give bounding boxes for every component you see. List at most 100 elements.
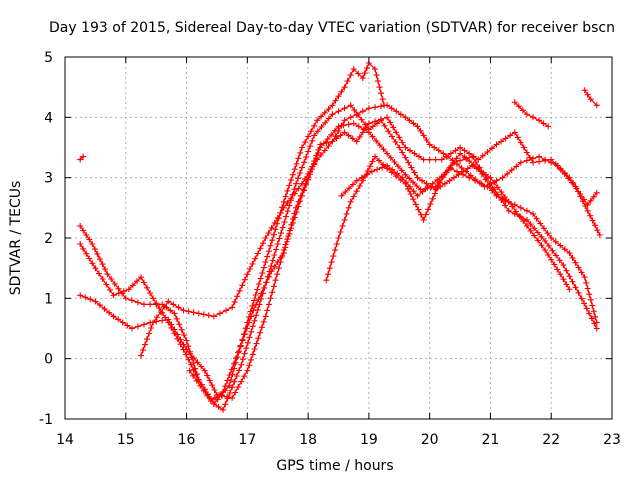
data-point bbox=[157, 308, 164, 315]
data-point bbox=[560, 276, 567, 283]
data-point bbox=[328, 131, 335, 138]
data-point bbox=[406, 147, 413, 154]
data-point bbox=[280, 204, 287, 211]
data-point bbox=[269, 257, 276, 264]
data-point bbox=[514, 134, 521, 141]
data-point bbox=[588, 315, 595, 322]
data-point bbox=[542, 247, 549, 254]
data-point bbox=[207, 397, 214, 404]
data-point bbox=[255, 296, 262, 303]
data-point bbox=[451, 174, 457, 181]
data-point bbox=[396, 134, 403, 141]
data-point bbox=[253, 301, 259, 308]
data-point bbox=[265, 301, 272, 308]
data-point bbox=[77, 222, 84, 229]
data-point bbox=[96, 270, 102, 277]
data-point bbox=[268, 263, 275, 269]
data-point bbox=[350, 193, 357, 200]
data-point bbox=[545, 251, 552, 258]
y-tick-label: 1 bbox=[44, 291, 53, 307]
data-point bbox=[545, 123, 552, 130]
data-point bbox=[308, 128, 315, 135]
data-point bbox=[402, 114, 409, 121]
data-point bbox=[337, 132, 344, 139]
data-point bbox=[325, 106, 332, 112]
data-point bbox=[167, 307, 174, 314]
data-point bbox=[542, 156, 549, 163]
data-point bbox=[402, 144, 409, 151]
data-point bbox=[220, 406, 226, 413]
data-point bbox=[593, 189, 600, 196]
data-point bbox=[517, 204, 524, 211]
data-point bbox=[596, 232, 603, 238]
data-point bbox=[144, 336, 150, 343]
data-point bbox=[321, 109, 328, 116]
data-point bbox=[504, 170, 511, 177]
data-point bbox=[82, 294, 89, 301]
data-point bbox=[396, 144, 403, 151]
data-point bbox=[307, 169, 314, 176]
data-point bbox=[533, 215, 540, 222]
data-point bbox=[246, 266, 253, 272]
data-point bbox=[260, 285, 267, 291]
data-point bbox=[165, 298, 172, 305]
data-point bbox=[493, 141, 500, 148]
data-point bbox=[590, 193, 597, 200]
data-point bbox=[560, 262, 567, 269]
data-point bbox=[332, 97, 339, 104]
y-tick-label: -1 bbox=[39, 412, 53, 428]
series-sat-h bbox=[511, 99, 552, 130]
data-point bbox=[347, 198, 354, 205]
data-point bbox=[257, 329, 264, 336]
data-point bbox=[379, 96, 386, 103]
data-point bbox=[175, 304, 182, 311]
data-point bbox=[534, 229, 541, 236]
data-point bbox=[454, 168, 460, 175]
data-point bbox=[198, 363, 205, 370]
data-point bbox=[87, 296, 94, 303]
data-point bbox=[447, 165, 454, 172]
data-point bbox=[200, 311, 207, 318]
data-point bbox=[96, 302, 103, 309]
data-point bbox=[384, 150, 391, 157]
data-point bbox=[556, 257, 563, 264]
data-point bbox=[101, 305, 108, 312]
data-point bbox=[286, 182, 293, 189]
data-point bbox=[391, 159, 398, 165]
data-point bbox=[193, 377, 200, 384]
data-point bbox=[458, 164, 465, 171]
data-point bbox=[77, 241, 84, 247]
data-point bbox=[80, 227, 87, 234]
data-point bbox=[96, 256, 103, 263]
data-point bbox=[125, 286, 132, 293]
data-point bbox=[288, 195, 295, 202]
data-point bbox=[236, 367, 242, 374]
data-point bbox=[107, 286, 113, 293]
data-point bbox=[249, 351, 256, 358]
data-point bbox=[587, 197, 594, 204]
data-point bbox=[248, 328, 255, 335]
data-point bbox=[329, 102, 336, 109]
data-point bbox=[359, 75, 366, 82]
data-point bbox=[393, 129, 400, 136]
data-point bbox=[271, 219, 278, 226]
x-tick-label: 15 bbox=[117, 432, 135, 448]
data-point bbox=[140, 347, 146, 354]
data-point bbox=[389, 166, 396, 173]
data-point bbox=[219, 392, 225, 399]
data-point bbox=[420, 156, 427, 163]
data-point bbox=[77, 292, 84, 299]
data-point bbox=[376, 84, 383, 91]
data-point bbox=[248, 313, 255, 320]
data-point bbox=[397, 111, 404, 118]
data-point bbox=[444, 153, 451, 160]
data-point bbox=[204, 372, 211, 379]
data-point bbox=[239, 356, 246, 363]
data-point bbox=[408, 164, 415, 171]
data-point bbox=[593, 102, 600, 109]
data-point bbox=[508, 167, 515, 174]
data-point bbox=[426, 141, 433, 148]
data-point bbox=[299, 144, 305, 151]
data-point bbox=[326, 265, 333, 272]
